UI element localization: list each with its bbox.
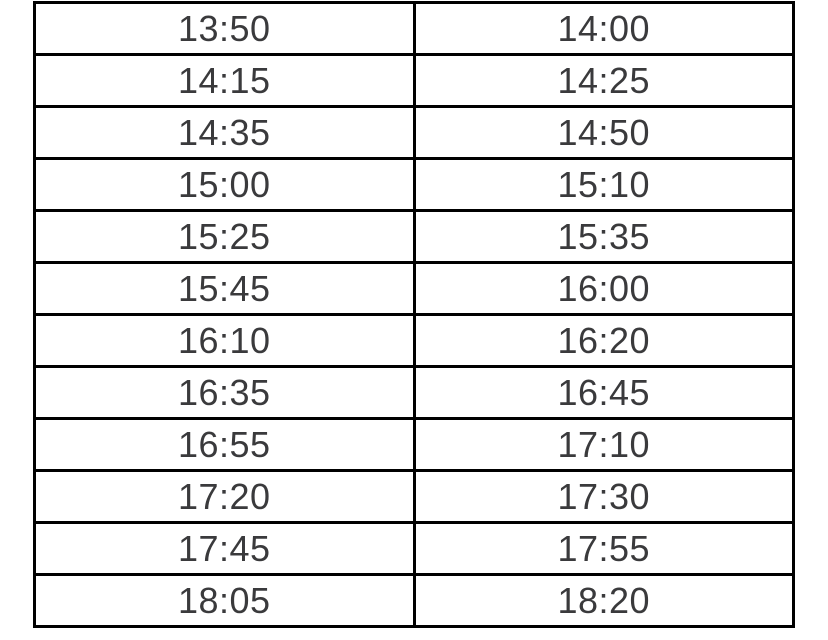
time-cell: 16:00 — [412, 261, 795, 316]
table-row: 14:15 14:25 — [33, 53, 795, 108]
table-row: 16:35 16:45 — [33, 365, 795, 420]
time-cell: 15:25 — [33, 209, 416, 264]
table-row: 15:00 15:10 — [33, 157, 795, 212]
time-cell: 17:20 — [33, 469, 416, 524]
table-row: 13:50 14:00 — [33, 1, 795, 56]
time-cell: 15:45 — [33, 261, 416, 316]
time-cell: 16:55 — [33, 417, 416, 472]
time-cell: 16:35 — [33, 365, 416, 420]
time-cell: 18:20 — [412, 573, 795, 628]
time-cell: 16:45 — [412, 365, 795, 420]
time-cell: 18:05 — [33, 573, 416, 628]
time-cell: 17:30 — [412, 469, 795, 524]
time-cell: 14:50 — [412, 105, 795, 160]
table-row: 16:10 16:20 — [33, 313, 795, 368]
table-row: 15:45 16:00 — [33, 261, 795, 316]
time-cell: 14:35 — [33, 105, 416, 160]
time-cell: 17:55 — [412, 521, 795, 576]
table-row: 17:20 17:30 — [33, 469, 795, 524]
table-row: 16:55 17:10 — [33, 417, 795, 472]
table-row: 14:35 14:50 — [33, 105, 795, 160]
time-cell: 15:10 — [412, 157, 795, 212]
time-cell: 15:35 — [412, 209, 795, 264]
table-row: 17:45 17:55 — [33, 521, 795, 576]
time-cell: 14:25 — [412, 53, 795, 108]
time-cell: 17:45 — [33, 521, 416, 576]
time-cell: 15:00 — [33, 157, 416, 212]
time-cell: 16:10 — [33, 313, 416, 368]
table-row: 15:25 15:35 — [33, 209, 795, 264]
time-cell: 14:00 — [412, 1, 795, 56]
table-row: 18:05 18:20 — [33, 573, 795, 628]
time-cell: 17:10 — [412, 417, 795, 472]
time-cell: 14:15 — [33, 53, 416, 108]
timetable-body: 13:50 14:00 14:15 14:25 14:35 14:50 15:0… — [33, 1, 795, 628]
timetable: 13:50 14:00 14:15 14:25 14:35 14:50 15:0… — [33, 1, 795, 628]
time-cell: 13:50 — [33, 1, 416, 56]
time-cell: 16:20 — [412, 313, 795, 368]
